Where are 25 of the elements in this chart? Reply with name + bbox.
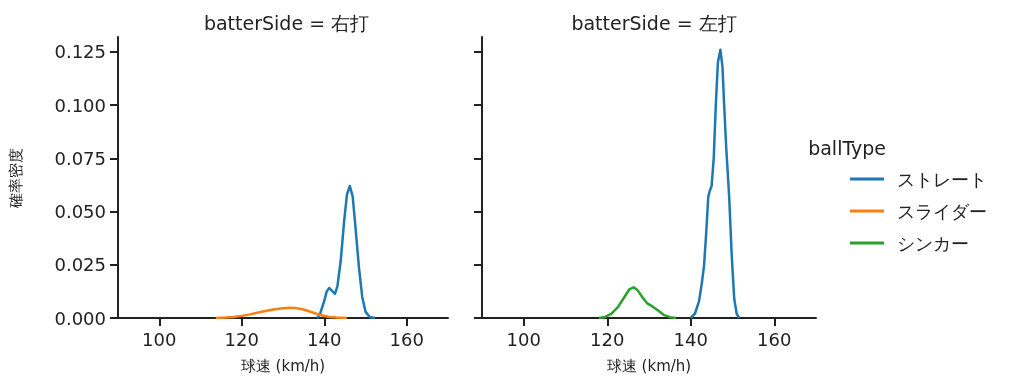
y-tick-label: 0.075 (54, 147, 106, 169)
x-tick-label: 160 (757, 328, 792, 350)
x-tick-label: 120 (590, 328, 625, 350)
chart-title: batterSide = 右打 (203, 11, 370, 34)
chart-title: batterSide = 左打 (571, 11, 737, 34)
y-tick-label: 0.050 (54, 201, 106, 223)
x-tick-label: 140 (307, 328, 342, 350)
legend-title: ballType (808, 136, 887, 159)
legend-label: スライダー (897, 200, 987, 222)
x-axis-title: 球速 (km/h) (240, 356, 326, 375)
y-tick-label: 0.000 (54, 307, 106, 329)
x-tick-label: 100 (506, 328, 541, 350)
x-tick-label: 120 (224, 328, 259, 350)
legend-label: シンカー (897, 232, 969, 254)
y-tick-label: 0.025 (54, 254, 106, 276)
line-series (214, 306, 349, 320)
x-tick-label: 160 (389, 328, 424, 350)
legend-label: ストレート (897, 168, 987, 190)
y-axis-title: 確率密度 (6, 147, 25, 209)
x-axis-title: 球速 (km/h) (606, 356, 692, 375)
y-tick-label: 0.100 (54, 94, 106, 116)
x-tick-label: 100 (142, 328, 177, 350)
line-series (315, 184, 377, 320)
x-tick-label: 140 (673, 328, 708, 350)
y-tick-label: 0.125 (54, 41, 106, 63)
